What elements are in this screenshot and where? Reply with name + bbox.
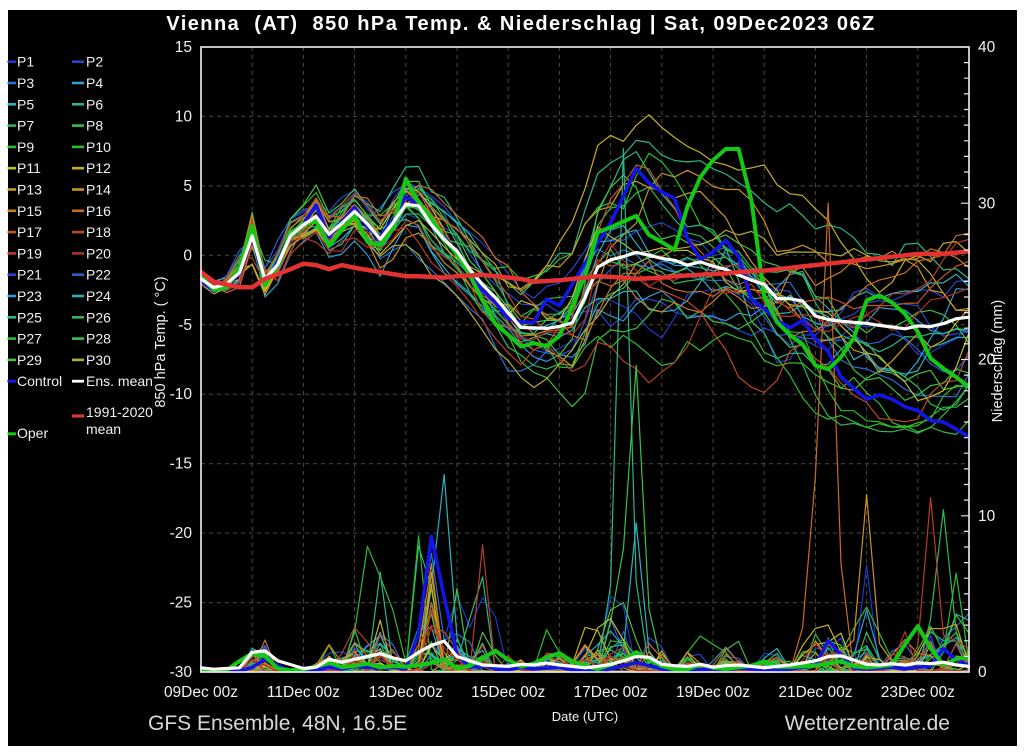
svg-text:-20: -20 xyxy=(170,525,193,542)
svg-text:Wetterzentrale.de: Wetterzentrale.de xyxy=(785,712,950,735)
svg-text:P22: P22 xyxy=(86,267,111,283)
svg-text:20: 20 xyxy=(978,352,996,369)
svg-text:-10: -10 xyxy=(170,386,193,403)
svg-text:P19: P19 xyxy=(17,245,42,261)
svg-text:GFS Ensemble, 48N, 16.5E: GFS Ensemble, 48N, 16.5E xyxy=(148,712,407,735)
svg-text:11Dec 00z: 11Dec 00z xyxy=(267,684,340,701)
svg-text:P13: P13 xyxy=(17,182,42,198)
svg-text:Ens. mean: Ens. mean xyxy=(86,373,153,389)
svg-text:Oper: Oper xyxy=(17,425,48,441)
svg-text:P16: P16 xyxy=(86,203,111,219)
svg-text:09Dec 00z: 09Dec 00z xyxy=(164,684,238,701)
svg-text:40: 40 xyxy=(978,39,996,56)
svg-text:P1: P1 xyxy=(17,54,34,70)
svg-text:0: 0 xyxy=(978,664,987,681)
svg-text:P26: P26 xyxy=(86,309,111,325)
svg-text:-30: -30 xyxy=(170,664,193,681)
svg-text:P21: P21 xyxy=(17,267,42,283)
svg-text:P7: P7 xyxy=(17,118,34,134)
svg-text:P2: P2 xyxy=(86,54,103,70)
svg-text:21Dec 00z: 21Dec 00z xyxy=(778,684,852,701)
svg-text:15Dec 00z: 15Dec 00z xyxy=(471,684,545,701)
svg-text:Vienna (AT) 850 hPa Temp. &: Vienna (AT) 850 hPa Temp. & Niederschlag… xyxy=(166,13,875,35)
svg-text:Date (UTC): Date (UTC) xyxy=(552,709,618,724)
svg-text:-25: -25 xyxy=(170,595,192,612)
svg-text:P28: P28 xyxy=(86,331,111,347)
svg-text:P9: P9 xyxy=(17,139,34,155)
svg-text:-5: -5 xyxy=(178,317,192,334)
svg-text:Niederschlag (mm): Niederschlag (mm) xyxy=(990,300,1006,422)
svg-text:10: 10 xyxy=(175,108,193,125)
svg-text:P17: P17 xyxy=(17,224,42,240)
svg-text:P25: P25 xyxy=(17,309,42,325)
svg-text:30: 30 xyxy=(978,195,996,212)
svg-text:P8: P8 xyxy=(86,118,103,134)
svg-text:P18: P18 xyxy=(86,224,111,240)
svg-text:P4: P4 xyxy=(86,75,103,91)
svg-text:P20: P20 xyxy=(86,245,111,261)
svg-text:1991-2020: 1991-2020 xyxy=(86,404,153,420)
svg-text:13Dec 00z: 13Dec 00z xyxy=(369,684,443,701)
svg-text:P12: P12 xyxy=(86,160,111,176)
svg-text:P29: P29 xyxy=(17,352,42,368)
svg-text:17Dec 00z: 17Dec 00z xyxy=(574,684,648,701)
svg-text:0: 0 xyxy=(183,247,192,264)
svg-text:P11: P11 xyxy=(17,160,41,176)
svg-text:-15: -15 xyxy=(170,456,192,473)
svg-text:P27: P27 xyxy=(17,331,42,347)
svg-text:P6: P6 xyxy=(86,96,103,112)
svg-text:23Dec 00z: 23Dec 00z xyxy=(881,684,955,701)
svg-text:P30: P30 xyxy=(86,352,111,368)
svg-text:19Dec 00z: 19Dec 00z xyxy=(676,684,750,701)
svg-text:10: 10 xyxy=(978,508,996,525)
svg-text:5: 5 xyxy=(183,178,192,195)
svg-text:850 hPa Temp. ( °C): 850 hPa Temp. ( °C) xyxy=(153,276,169,407)
svg-text:P10: P10 xyxy=(86,139,111,155)
svg-text:P5: P5 xyxy=(17,96,34,112)
svg-text:P14: P14 xyxy=(86,182,111,198)
svg-text:Control: Control xyxy=(17,373,62,389)
svg-text:P23: P23 xyxy=(17,288,42,304)
svg-text:15: 15 xyxy=(175,39,192,56)
svg-text:P15: P15 xyxy=(17,203,42,219)
svg-text:mean: mean xyxy=(86,421,121,437)
svg-text:P24: P24 xyxy=(86,288,111,304)
svg-text:P3: P3 xyxy=(17,75,34,91)
